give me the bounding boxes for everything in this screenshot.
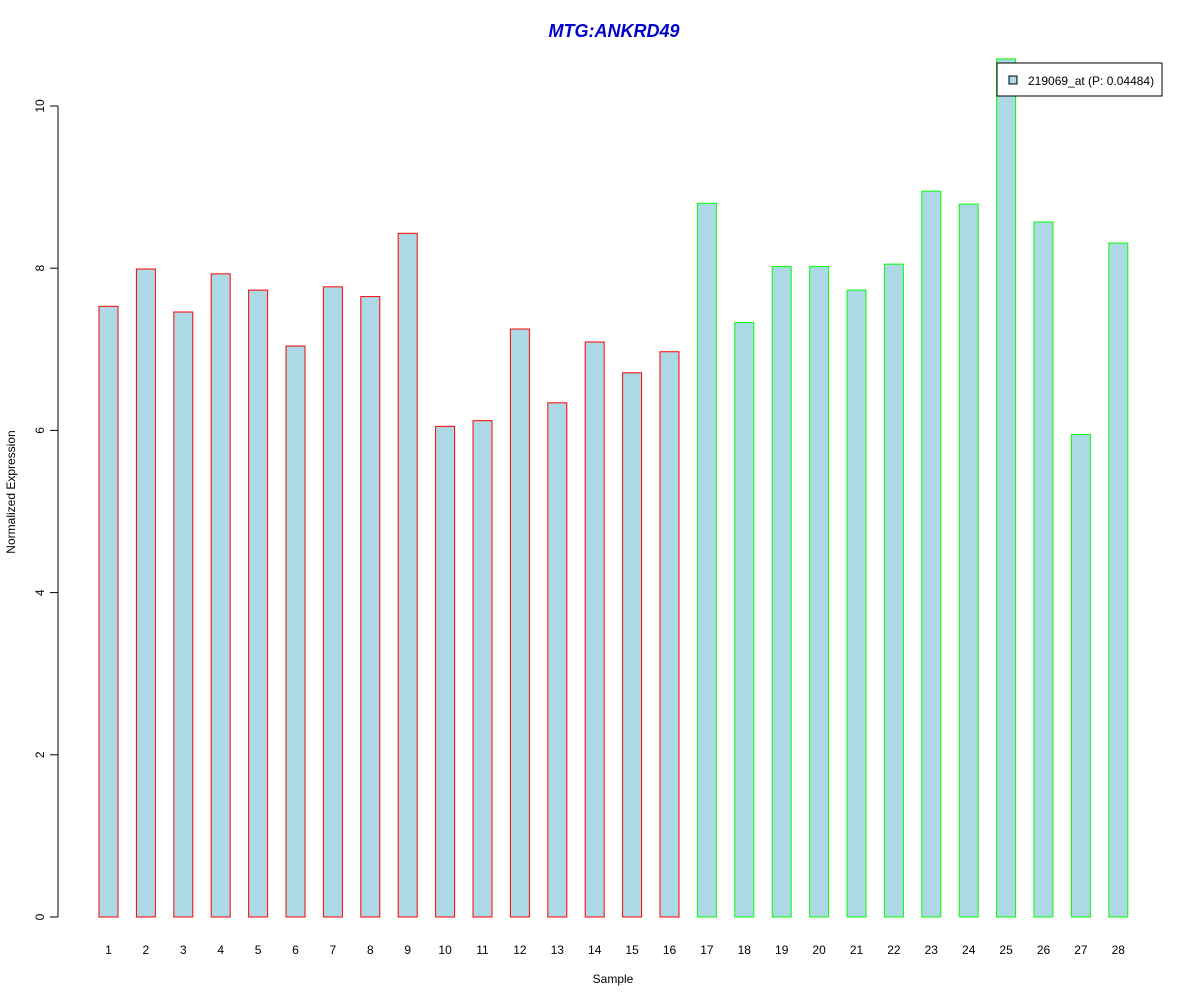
y-tick-label: 8 bbox=[33, 265, 47, 272]
x-tick-label: 12 bbox=[513, 943, 527, 957]
x-tick-label: 25 bbox=[999, 943, 1013, 957]
bar-sample-22 bbox=[883, 263, 904, 918]
bar-sample-4 bbox=[210, 273, 231, 918]
bar-sample-2 bbox=[135, 268, 156, 918]
x-tick-label: 14 bbox=[588, 943, 602, 957]
y-tick-label: 4 bbox=[33, 589, 47, 596]
y-axis-title: Normalized Expression bbox=[4, 430, 18, 553]
x-tick-labels: 1 2 3 4 5 6 7 8 9 10 11 12 13 14 15 16 17 18 19 20 21 22 23 24 2… bbox=[105, 943, 1125, 957]
y-axis: 0 2 4 6 8 10 bbox=[33, 99, 59, 920]
bar-sample-23 bbox=[921, 190, 942, 918]
legend: 219069_at (P: 0.04484) bbox=[996, 62, 1163, 97]
bar-sample-16 bbox=[659, 351, 680, 918]
x-tick-label: 27 bbox=[1074, 943, 1088, 957]
y-tick-label: 0 bbox=[33, 913, 47, 920]
x-axis-title: Sample bbox=[593, 972, 634, 986]
x-tick-label: 16 bbox=[663, 943, 677, 957]
legend-swatch bbox=[1008, 75, 1018, 85]
bar-sample-19 bbox=[771, 266, 792, 918]
bar-sample-5 bbox=[248, 289, 269, 918]
bar-sample-12 bbox=[509, 328, 530, 918]
bar-sample-15 bbox=[622, 372, 643, 918]
legend-box bbox=[996, 62, 1163, 97]
bar-sample-10 bbox=[435, 425, 456, 918]
bar-sample-14 bbox=[584, 341, 605, 918]
x-tick-label: 28 bbox=[1112, 943, 1126, 957]
bar-sample-25 bbox=[996, 58, 1017, 918]
x-tick-label: 7 bbox=[330, 943, 337, 957]
x-tick-label: 2 bbox=[143, 943, 150, 957]
bar-sample-21 bbox=[846, 289, 867, 918]
bar-sample-8 bbox=[360, 296, 381, 918]
bar-sample-6 bbox=[285, 345, 306, 918]
bar-sample-7 bbox=[322, 286, 343, 918]
x-tick-label: 23 bbox=[925, 943, 939, 957]
x-tick-label: 9 bbox=[404, 943, 411, 957]
bar-sample-17 bbox=[696, 202, 717, 918]
bar-sample-27 bbox=[1070, 433, 1091, 918]
x-tick-label: 19 bbox=[775, 943, 789, 957]
bar-sample-24 bbox=[958, 203, 979, 918]
x-tick-label: 26 bbox=[1037, 943, 1051, 957]
bar-sample-3 bbox=[173, 311, 194, 918]
x-tick-label: 13 bbox=[551, 943, 565, 957]
bar-sample-13 bbox=[547, 402, 568, 918]
x-tick-label: 10 bbox=[438, 943, 452, 957]
bar-sample-11 bbox=[472, 420, 493, 918]
bar-sample-18 bbox=[734, 322, 755, 918]
x-tick-label: 24 bbox=[962, 943, 976, 957]
chart-title: MTG:ANKRD49 bbox=[548, 21, 679, 41]
x-tick-label: 15 bbox=[625, 943, 639, 957]
x-tick-label: 3 bbox=[180, 943, 187, 957]
y-tick-label: 10 bbox=[33, 99, 47, 113]
x-tick-label: 20 bbox=[812, 943, 826, 957]
y-tick-label: 6 bbox=[33, 427, 47, 434]
legend-label: 219069_at (P: 0.04484) bbox=[1028, 74, 1154, 88]
x-tick-label: 17 bbox=[700, 943, 714, 957]
x-tick-label: 22 bbox=[887, 943, 901, 957]
bar-sample-1 bbox=[98, 305, 119, 918]
bars bbox=[98, 58, 1129, 918]
y-tick-label: 2 bbox=[33, 751, 47, 758]
x-tick-label: 1 bbox=[105, 943, 112, 957]
x-tick-label: 21 bbox=[850, 943, 864, 957]
x-tick-label: 4 bbox=[217, 943, 224, 957]
x-tick-label: 18 bbox=[738, 943, 752, 957]
bar-sample-26 bbox=[1033, 221, 1054, 918]
bar-sample-28 bbox=[1108, 242, 1129, 918]
x-tick-label: 8 bbox=[367, 943, 374, 957]
x-tick-label: 6 bbox=[292, 943, 299, 957]
bar-sample-20 bbox=[809, 266, 830, 918]
x-tick-label: 5 bbox=[255, 943, 262, 957]
x-tick-label: 11 bbox=[476, 943, 489, 957]
bar-sample-9 bbox=[397, 232, 418, 918]
